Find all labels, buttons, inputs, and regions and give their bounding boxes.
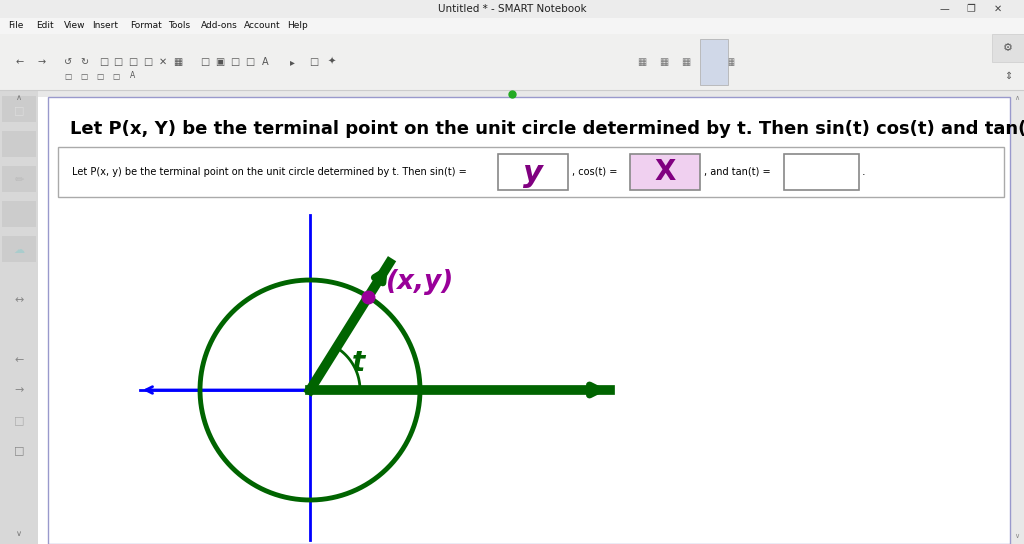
Bar [700,39,728,85]
Text: ☁: ☁ [13,245,25,255]
Text: →: → [38,57,46,67]
Text: Insert: Insert [92,22,118,30]
Bar [2,286,36,312]
Bar [992,34,1024,62]
Text: File: File [8,22,24,30]
Text: , cos(t) =: , cos(t) = [572,167,617,177]
Text: t: t [351,349,365,378]
Text: Let P(x, Y) be the terminal point on the unit circle determined by t. Then sin(t: Let P(x, Y) be the terminal point on the… [70,120,1024,138]
Text: ∨: ∨ [16,529,23,539]
Text: ▦: ▦ [173,57,182,67]
Text: y: y [528,192,538,206]
Text: y: y [523,159,543,189]
Text: Edit: Edit [36,22,53,30]
Text: ←: ← [16,57,24,67]
Text: □: □ [65,71,72,81]
Text: ▸: ▸ [290,57,295,67]
Text: Format: Format [130,22,162,30]
Bar [630,154,700,190]
Text: ▣: ▣ [13,140,25,150]
Bar [0,0,1024,18]
Text: Account: Account [244,22,281,30]
Text: —: — [939,4,949,14]
Text: ❐: ❐ [967,4,976,14]
Bar [0,90,38,544]
Text: ∧: ∧ [1015,95,1020,101]
Text: Tools: Tools [168,22,190,30]
Text: □: □ [246,57,255,67]
Text: ▦: ▦ [659,57,669,67]
Text: ✕: ✕ [994,4,1002,14]
Text: □: □ [201,57,210,67]
Text: ⚙: ⚙ [1002,43,1013,53]
Bar [2,131,36,157]
Text: View: View [63,22,85,30]
Bar [2,376,36,402]
Text: ∧: ∧ [16,94,23,102]
Text: ✏: ✏ [14,175,24,185]
Text: □: □ [99,57,109,67]
Bar [2,346,36,372]
Text: □: □ [143,57,153,67]
Text: ↺: ↺ [63,57,72,67]
Bar [2,166,36,192]
Text: □: □ [80,71,88,81]
Bar [0,18,1024,34]
Bar [58,147,1004,197]
Text: □: □ [113,71,120,81]
Text: .: . [862,167,865,177]
Bar [2,201,36,227]
Text: ▦: ▦ [725,57,734,67]
Text: ✕: ✕ [159,57,167,67]
Text: ↔: ↔ [14,295,24,305]
Text: ▦: ▦ [637,57,646,67]
Bar [2,406,36,432]
Text: ↻: ↻ [80,57,88,67]
Text: ⇕: ⇕ [1004,71,1012,81]
Text: →: → [14,385,24,395]
Text: ▣: ▣ [215,57,224,67]
Bar [2,236,36,262]
Text: Let P(x, y) be the terminal point on the unit circle determined by t. Then sin(t: Let P(x, y) be the terminal point on the… [72,167,467,177]
Text: □: □ [114,57,123,67]
Text: Add-ons: Add-ons [201,22,238,30]
Bar [2,436,36,462]
Text: □: □ [13,415,25,425]
Text: ∨: ∨ [1015,533,1020,539]
Text: □: □ [13,445,25,455]
Text: Help: Help [287,22,308,30]
Bar [48,97,1010,544]
Bar [1010,90,1024,544]
Text: (x,y): (x,y) [386,269,455,295]
Text: A: A [130,71,135,81]
Text: ▦: ▦ [703,57,713,67]
Text: X: X [654,158,676,186]
Text: ▦: ▦ [681,57,690,67]
Text: □: □ [13,105,25,115]
Bar [2,96,36,122]
Text: ✦: ✦ [328,57,336,67]
Text: ←: ← [14,355,24,365]
Text: □: □ [230,57,240,67]
Text: A: A [15,210,23,220]
Text: Untitled * - SMART Notebook: Untitled * - SMART Notebook [437,4,587,14]
Bar [38,90,1010,97]
Text: □: □ [96,71,103,81]
Text: , and tan(t) =: , and tan(t) = [705,167,771,177]
Bar [498,154,568,190]
Bar [784,154,859,190]
Bar [0,34,1024,90]
Text: A: A [262,57,268,67]
Text: □: □ [309,57,318,67]
Text: □: □ [128,57,137,67]
